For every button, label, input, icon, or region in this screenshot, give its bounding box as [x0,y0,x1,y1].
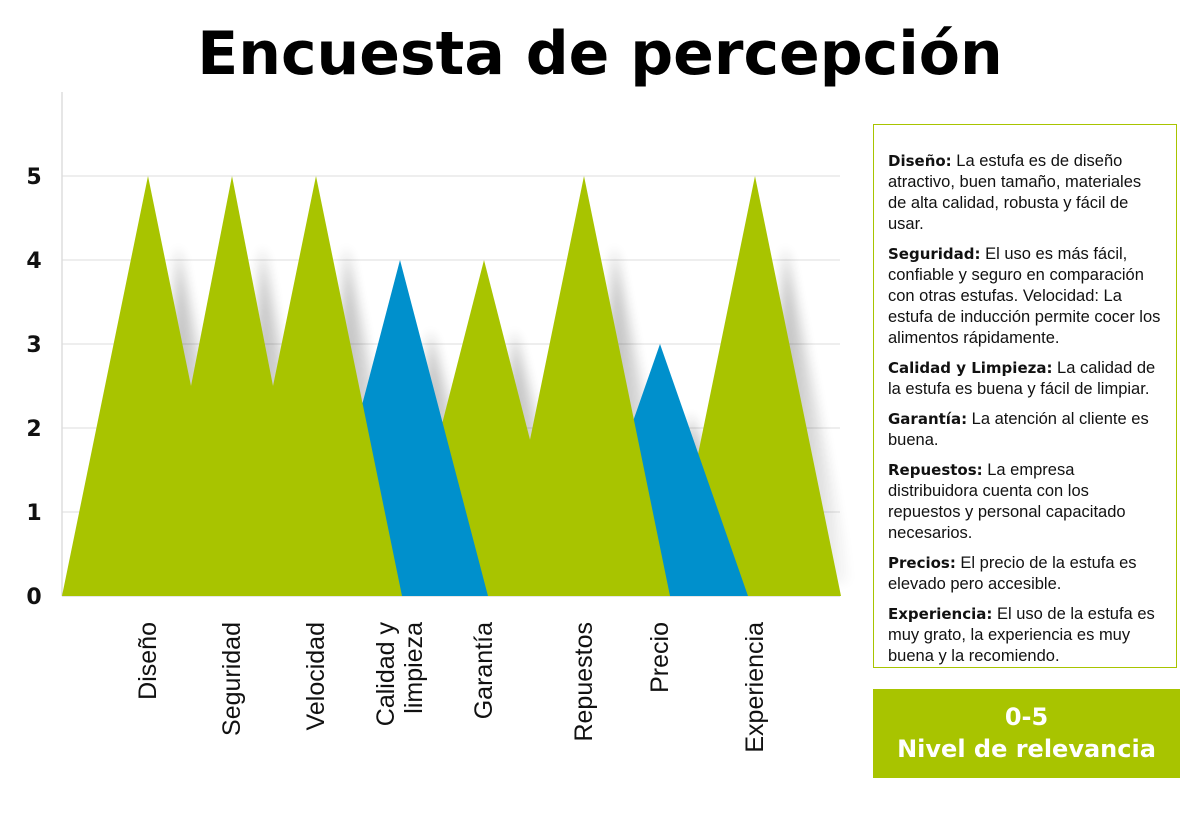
legend-term: Experiencia: [888,605,993,623]
legend-term: Repuestos: [888,461,983,479]
legend-term: Garantía: [888,410,968,428]
chart-title: Encuesta de percepción [197,19,1003,89]
x-tick-label-line: Precio [646,622,674,693]
x-tick-label-line: Diseño [134,622,162,700]
x-tick-label-line: Calidad y [372,622,400,727]
scale-label: Nivel de relevancia [897,735,1156,763]
y-tick-label: 0 [26,585,41,610]
y-tick-label: 5 [26,165,41,190]
legend-text: El uso de la estufa es muy grato, la exp… [888,605,1155,665]
x-tick-label-line: limpieza [400,622,428,714]
x-tick-label: Garantía [470,622,498,719]
legend-box: Diseño: La estufa es de diseño atractivo… [873,124,1177,668]
legend-item-experiencia: Experiencia: El uso de la estufa es muy … [888,604,1164,667]
x-tick-label: Experiencia [741,622,769,753]
legend-text: La atención al cliente es buena. [888,410,1149,449]
legend-item-garantia: Garantía: La atención al cliente es buen… [888,409,1164,451]
chart: 0 1 2 3 4 5 Diseño Seguridad Velocidad Calidad y… [26,92,853,753]
y-tick-label: 2 [26,417,41,442]
x-tick-label: Precio [646,622,674,693]
x-tick-label: Calidad ylimpieza [372,622,428,727]
legend-item-calidad: Calidad y Limpieza: La calidad de la est… [888,358,1164,400]
legend-item-diseno: Diseño: La estufa es de diseño atractivo… [888,151,1164,235]
x-tick-label: Repuestos [570,622,598,742]
y-tick-label: 4 [26,249,41,274]
legend-item-seguridad: Seguridad: El uso es más fácil, confiabl… [888,244,1164,349]
x-tick-label-line: Garantía [470,622,498,719]
legend-text: La empresa distribuidora cuenta con los … [888,461,1126,542]
legend-text: La calidad de la estufa es buena y fácil… [888,359,1156,398]
legend-item-repuestos: Repuestos: La empresa distribuidora cuen… [888,460,1164,544]
legend-text: La estufa es de diseño atractivo, buen t… [888,152,1142,233]
scale-box: 0-5 Nivel de relevancia [873,689,1180,778]
y-tick-label: 3 [26,333,41,358]
legend-item-precios: Precios: El precio de la estufa es eleva… [888,553,1164,595]
legend-text: El uso es más fácil, confiable y seguro … [888,245,1161,347]
legend-term: Diseño: [888,152,952,170]
legend-term: Seguridad: [888,245,981,263]
x-tick-label-line: Repuestos [570,622,598,742]
legend-term: Precios: [888,554,956,572]
x-tick-label: Diseño [134,622,162,700]
x-tick-label: Velocidad [302,622,330,730]
legend-text: El precio de la estufa es elevado pero a… [888,554,1137,593]
y-tick-label: 1 [26,501,41,526]
x-tick-label-line: Experiencia [741,622,769,753]
scale-range: 0-5 [1004,703,1049,731]
bar-experiencia [669,176,841,596]
x-tick-label-line: Velocidad [302,622,330,730]
x-tick-label: Seguridad [218,622,246,736]
bar-diseño [62,176,234,596]
x-tick-label-line: Seguridad [218,622,246,736]
legend-term: Calidad y Limpieza: [888,359,1053,377]
